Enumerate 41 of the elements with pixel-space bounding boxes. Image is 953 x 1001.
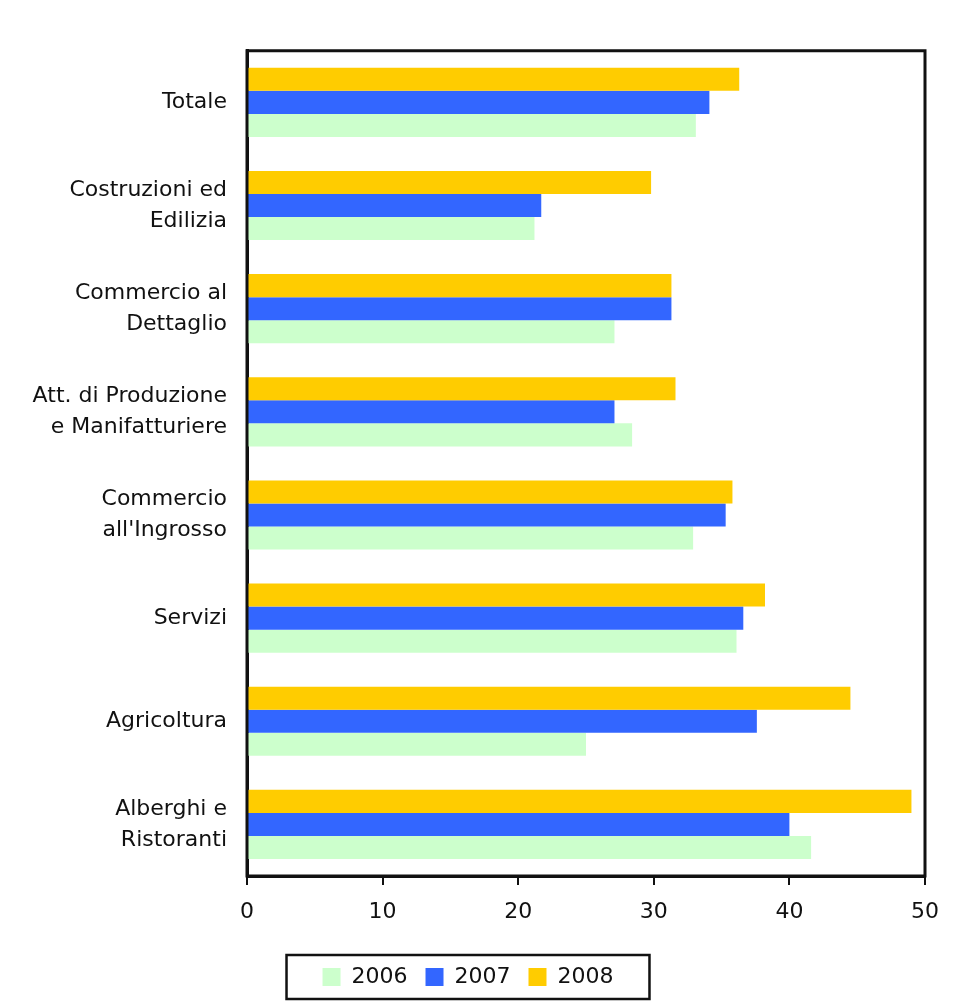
bar [248, 113, 696, 137]
y-tick-label: Costruzioni ed Edilizia [69, 175, 227, 232]
x-tick-label: 0 [240, 897, 254, 923]
bar [248, 835, 812, 859]
bar [248, 789, 912, 813]
bar [248, 606, 744, 630]
bar [248, 423, 633, 447]
legend-label: 2008 [557, 962, 614, 988]
bar [248, 732, 586, 756]
bar [248, 170, 652, 195]
bar [248, 320, 615, 344]
x-tick-label: 20 [504, 897, 533, 923]
bar [248, 686, 851, 710]
legend-label: 2006 [351, 962, 408, 988]
bar [248, 90, 710, 114]
bar [248, 297, 672, 321]
bar [248, 480, 733, 504]
bar [248, 67, 740, 91]
bar [248, 400, 615, 424]
bar [248, 812, 790, 836]
bar [248, 274, 672, 298]
bar [248, 503, 726, 527]
y-tick-label: Servizi [153, 603, 227, 629]
bar [248, 709, 757, 733]
bar [248, 629, 737, 653]
x-tick-label: 30 [639, 897, 668, 923]
bar [248, 526, 694, 550]
bar [248, 194, 542, 218]
y-tick-label: Att. di Produzione e Manifatturiere [32, 382, 227, 438]
y-tick-label: Commercio all'Ingrosso [101, 485, 227, 542]
x-tick-label: 10 [368, 897, 397, 923]
y-tick-label: Commercio al Dettaglio [74, 278, 227, 335]
bar [248, 217, 535, 241]
bar [248, 583, 765, 607]
bar [248, 377, 676, 401]
legend-label: 2007 [454, 962, 511, 988]
y-tick-label: Agricoltura [106, 706, 227, 732]
y-tick-label: Alberghi e Ristoranti [115, 794, 227, 851]
x-tick-label: 40 [775, 897, 804, 923]
x-tick-label: 50 [911, 897, 939, 923]
y-tick-label: Totale [161, 88, 227, 114]
